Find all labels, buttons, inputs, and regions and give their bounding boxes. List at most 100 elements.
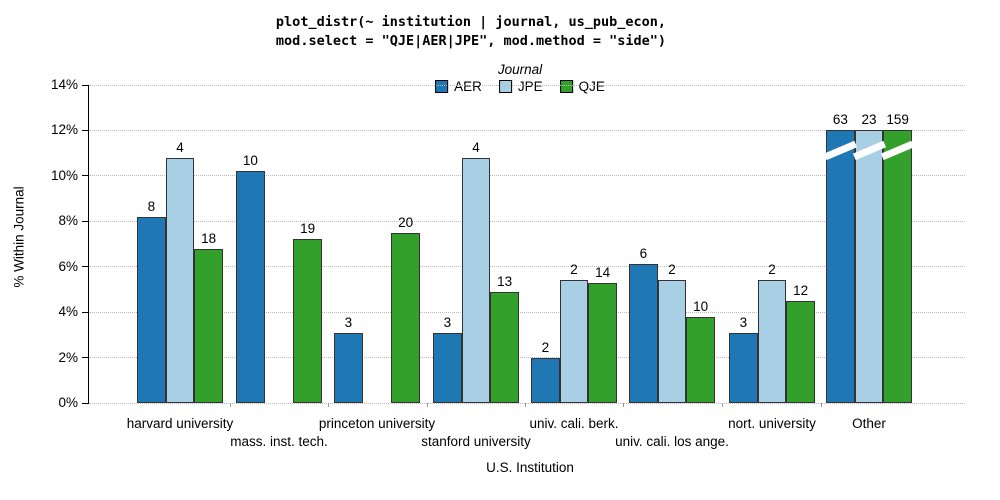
y-tick-label: 14%	[50, 77, 78, 92]
bar-qje-3	[490, 291, 519, 403]
legend: Journal AER JPE QJE	[435, 62, 605, 94]
bar-jpe-3	[461, 157, 491, 403]
y-tick-label: 0%	[58, 395, 78, 410]
y-tick	[82, 266, 88, 268]
y-tick	[82, 220, 88, 222]
bar-aer-4	[531, 357, 560, 403]
bar-jpe-7	[854, 130, 884, 403]
x-boundary-tick	[623, 403, 624, 407]
x-tick-label: harvard university	[126, 416, 234, 431]
bar-value-label: 14	[595, 264, 611, 280]
x-boundary-tick	[722, 403, 723, 407]
legend-swatch-icon	[559, 80, 573, 93]
bar-value-label: 159	[886, 112, 909, 128]
legend-swatch-icon	[498, 80, 512, 93]
y-gridline	[89, 311, 965, 313]
bar-value-label: 8	[147, 198, 156, 214]
bar-value-label: 3	[739, 314, 748, 330]
x-boundary-tick	[820, 403, 822, 407]
bar-aer-0	[137, 216, 166, 403]
y-gridline	[89, 220, 965, 222]
bar-value-label: 19	[300, 221, 316, 237]
bar-value-label: 4	[176, 139, 184, 155]
y-tick	[82, 84, 88, 86]
y-tick	[82, 402, 88, 404]
x-boundary-tick	[328, 403, 329, 407]
plot-area: 0% 2% 4% 6% 8% 10% 12% 14% 8 10 3 3 2 6 3 63 4 4 2 2 2 23 18 19…	[51, 77, 965, 449]
bar-value-label: 10	[242, 153, 258, 169]
bar-value-label: 3	[443, 314, 452, 330]
y-tick	[82, 311, 88, 313]
chart-title-line2: mod.select = "QJE|AER|JPE", mod.method =…	[275, 33, 667, 49]
x-tick-label: Other	[852, 416, 886, 431]
bar-qje-6	[786, 300, 815, 403]
bar-value-label: 2	[541, 339, 550, 355]
bar-value-label: 4	[472, 139, 480, 155]
x-tick-label: univ. cali. berk.	[529, 416, 619, 431]
y-gridline	[89, 357, 965, 359]
bar-aer-5	[629, 264, 658, 403]
bar-value-label: 18	[201, 230, 217, 246]
legend-title: Journal	[497, 62, 543, 77]
y-gridline	[89, 175, 965, 177]
bar-aer-1	[236, 171, 265, 403]
bar-value-label: 13	[497, 273, 513, 289]
y-tick-label: 2%	[58, 349, 78, 365]
y-tick-label: 4%	[58, 304, 78, 320]
bar-aer-6	[729, 332, 758, 403]
bar-jpe-0	[165, 157, 195, 403]
bar-jpe-6	[757, 280, 787, 403]
x-tick-label: princeton university	[318, 416, 436, 431]
bar-value-label: 23	[861, 112, 877, 128]
chart-title-line1: plot_distr(~ institution | journal, us_p…	[275, 14, 667, 30]
x-boundary-tick	[525, 403, 526, 407]
y-gridline	[89, 84, 965, 86]
bar-value-label: 63	[832, 112, 848, 128]
bar-qje-1	[293, 239, 322, 403]
y-gridline	[89, 266, 965, 268]
bar-aer-3	[433, 332, 462, 403]
x-boundary-tick	[426, 403, 428, 407]
x-tick-label: mass. inst. tech.	[230, 434, 328, 449]
bar-jpe-5	[657, 280, 687, 403]
legend-swatch-icon	[435, 80, 449, 93]
legend-entry-jpe: JPE	[498, 79, 543, 94]
y-tick-label: 6%	[58, 258, 78, 274]
legend-entry-label: AER	[454, 79, 482, 94]
bar-qje-4	[588, 282, 617, 403]
bar-aer-7	[826, 130, 855, 403]
chart-title-code: plot_distr(~ institution | journal, us_p…	[276, 13, 666, 51]
bar-qje-5	[686, 316, 715, 403]
y-tick	[82, 129, 88, 131]
y-tick-label: 10%	[50, 167, 78, 183]
bar-value-label: 20	[398, 214, 414, 230]
y-tick	[82, 357, 88, 359]
y-tick-label: 12%	[50, 122, 78, 138]
bar-value-label: 3	[344, 314, 353, 330]
bar-value-label: 12	[793, 282, 809, 298]
y-gridline	[89, 402, 965, 404]
bar-value-label: 10	[693, 298, 709, 314]
y-tick-label: 8%	[58, 213, 78, 229]
bar-value-label: 2	[570, 262, 578, 278]
x-tick-label: univ. cali. los ange.	[615, 434, 729, 449]
y-gridline	[89, 129, 965, 131]
bar-value-label: 6	[639, 246, 648, 262]
y-axis-title: % Within Journal	[11, 186, 27, 288]
x-tick-label: stanford university	[421, 434, 531, 449]
x-tick-label: nort. university	[728, 416, 816, 431]
bar-value-label: 2	[668, 262, 676, 278]
bar-aer-2	[334, 332, 363, 403]
legend-entry-qje: QJE	[559, 79, 605, 94]
bar-qje-0	[194, 248, 223, 403]
legend-entry-label: JPE	[517, 79, 543, 94]
bar-qje-2	[391, 232, 420, 403]
x-axis-title: U.S. Institution	[486, 460, 574, 475]
y-tick	[82, 175, 88, 177]
bar-jpe-4	[559, 280, 589, 403]
x-boundary-tick	[229, 403, 231, 407]
legend-entry-aer: AER	[435, 79, 482, 94]
bar-value-label: 2	[768, 262, 776, 278]
y-axis-line	[88, 85, 89, 404]
